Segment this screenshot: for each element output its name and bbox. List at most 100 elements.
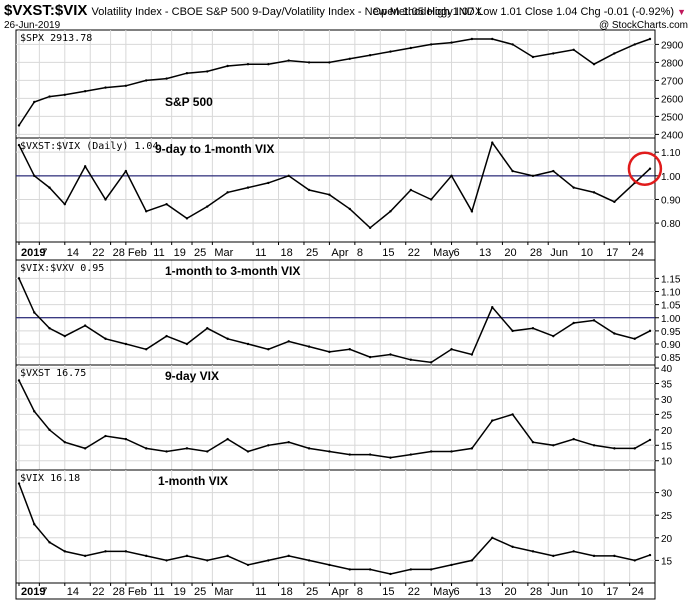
data-point <box>592 444 596 447</box>
data-point <box>648 167 652 170</box>
data-point <box>17 482 21 485</box>
data-point <box>165 334 168 338</box>
data-point <box>287 554 290 558</box>
data-point <box>246 186 250 189</box>
y-tick-label: 1.05 <box>661 301 681 312</box>
y-tick-label: 1.10 <box>661 148 681 159</box>
y-tick-label: 1.00 <box>661 314 681 325</box>
down-arrow-icon: ▼ <box>677 7 686 17</box>
legend-entry: $VXST:$VIX (Daily) 1.04 <box>20 141 158 152</box>
data-point <box>511 169 514 173</box>
data-point <box>33 311 36 314</box>
data-point <box>491 419 494 422</box>
y-tick-label: 30 <box>661 395 673 406</box>
data-point <box>572 550 575 553</box>
data-point <box>633 559 636 562</box>
y-tick-label: 2800 <box>661 58 684 69</box>
data-point <box>328 193 331 196</box>
x-tick-label: 2019 <box>21 247 45 259</box>
x-tick-label: 19 <box>174 247 186 259</box>
data-point <box>206 205 209 208</box>
data-point <box>307 188 311 192</box>
data-point <box>429 361 433 364</box>
data-point <box>491 306 494 309</box>
data-point <box>648 438 652 442</box>
data-point <box>470 447 474 450</box>
data-point <box>33 410 36 413</box>
data-point <box>368 453 372 456</box>
data-point <box>348 568 351 571</box>
data-point <box>552 554 555 558</box>
data-point <box>328 350 331 354</box>
data-point <box>429 450 433 453</box>
chart-title: $VXST:$VIX Volatility Index - CBOE S&P 5… <box>4 2 482 19</box>
data-point <box>267 559 270 562</box>
x-tick-label: 25 <box>306 247 318 259</box>
x-tick-label: 25 <box>194 247 206 259</box>
x-tick-label: 6 <box>454 247 460 259</box>
data-point <box>389 456 392 459</box>
data-point <box>267 62 270 66</box>
x-tick-label: 22 <box>92 586 104 598</box>
x-tick-label: Feb <box>128 247 147 259</box>
data-point <box>450 41 453 44</box>
data-point <box>531 441 535 444</box>
panel-frame <box>15 364 656 471</box>
data-point <box>185 554 189 558</box>
data-point <box>226 437 229 441</box>
y-tick-label: 0.90 <box>661 195 681 206</box>
data-point <box>633 337 636 340</box>
y-tick-label: 2500 <box>661 112 684 123</box>
x-axis-band <box>15 582 656 600</box>
data-point <box>287 59 290 62</box>
data-point <box>185 217 189 220</box>
data-point <box>409 46 413 50</box>
data-point <box>287 174 290 178</box>
x-tick-label: 14 <box>67 586 79 598</box>
y-tick-label: 40 <box>661 364 673 375</box>
data-point <box>226 64 229 68</box>
data-point <box>226 554 229 558</box>
data-point <box>206 327 209 330</box>
data-point <box>83 165 87 168</box>
data-point <box>368 355 372 359</box>
x-tick-label: Jun <box>550 586 568 598</box>
data-point <box>389 353 392 356</box>
x-tick-label: 25 <box>194 586 206 598</box>
data-point <box>552 169 555 173</box>
y-tick-label: 20 <box>661 534 673 545</box>
y-tick-label: 0.90 <box>661 340 681 351</box>
y-tick-label: 15 <box>661 441 673 452</box>
x-tick-label: 13 <box>479 586 491 598</box>
y-tick-label: 2700 <box>661 76 684 87</box>
data-point <box>531 55 535 59</box>
x-tick-label: 28 <box>530 586 542 598</box>
data-point <box>328 563 331 567</box>
data-point <box>33 523 36 526</box>
legend-entry: $VXST 16.75 <box>20 368 86 379</box>
x-tick-label: 10 <box>581 247 593 259</box>
y-tick-label: 2400 <box>661 130 684 141</box>
symbol-description: Volatility Index - CBOE S&P 500 9-Day/Vo… <box>91 6 483 18</box>
data-point <box>552 52 555 55</box>
data-point <box>511 545 514 549</box>
data-point <box>124 84 128 88</box>
x-tick-label: 6 <box>454 586 460 598</box>
data-point <box>307 345 311 348</box>
x-tick-label: Jun <box>550 247 568 259</box>
symbol: $VXST:$VIX <box>4 2 88 19</box>
data-point <box>206 559 209 562</box>
data-point <box>511 329 514 333</box>
x-tick-label: 18 <box>281 586 293 598</box>
x-tick-label: 25 <box>306 586 318 598</box>
data-point <box>613 554 616 558</box>
data-point <box>389 50 392 53</box>
data-point <box>409 358 413 361</box>
data-point <box>307 61 311 64</box>
data-point <box>48 428 51 432</box>
data-point <box>145 79 148 82</box>
x-tick-label: 24 <box>632 247 644 259</box>
x-tick-label: 20 <box>504 247 516 259</box>
data-point <box>48 327 51 330</box>
x-tick-label: Apr <box>331 586 348 598</box>
